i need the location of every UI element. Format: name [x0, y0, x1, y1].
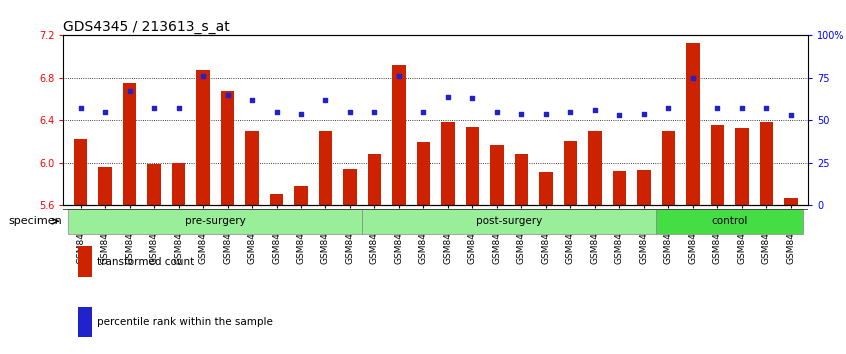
Point — [221, 92, 234, 98]
Point — [172, 105, 185, 111]
Point — [784, 113, 798, 118]
Text: transformed count: transformed count — [97, 257, 195, 267]
Point — [711, 105, 724, 111]
Bar — [270, 194, 283, 205]
Bar — [637, 170, 651, 205]
Point — [368, 109, 382, 115]
Bar — [442, 122, 454, 205]
Bar — [69, 209, 362, 234]
Text: pre-surgery: pre-surgery — [185, 216, 245, 226]
Point — [563, 109, 577, 115]
Bar — [588, 131, 602, 205]
Bar — [686, 43, 700, 205]
Bar — [784, 198, 798, 205]
Point — [760, 105, 773, 111]
Point — [637, 111, 651, 116]
Point — [74, 105, 87, 111]
Text: control: control — [711, 216, 748, 226]
Bar — [539, 172, 552, 205]
Point — [686, 75, 700, 81]
Bar — [343, 169, 357, 205]
Bar — [514, 154, 528, 205]
Point — [735, 105, 749, 111]
Bar — [656, 209, 803, 234]
Point — [319, 97, 332, 103]
Bar — [172, 163, 185, 205]
Bar — [79, 246, 91, 277]
Bar — [74, 139, 87, 205]
Bar — [362, 209, 656, 234]
Bar — [490, 145, 503, 205]
Point — [294, 111, 308, 116]
Bar — [79, 307, 91, 337]
Point — [245, 97, 259, 103]
Point — [490, 109, 503, 115]
Point — [417, 109, 431, 115]
Bar — [123, 83, 136, 205]
Bar — [662, 131, 675, 205]
Text: percentile rank within the sample: percentile rank within the sample — [97, 317, 272, 327]
Bar — [417, 142, 430, 205]
Bar — [319, 131, 332, 205]
Point — [441, 94, 454, 99]
Bar — [393, 65, 406, 205]
Bar — [294, 186, 308, 205]
Point — [98, 109, 112, 115]
Bar — [760, 122, 773, 205]
Point — [196, 73, 210, 79]
Point — [393, 73, 406, 79]
Point — [588, 107, 602, 113]
Point — [343, 109, 357, 115]
Point — [613, 113, 626, 118]
Text: GDS4345 / 213613_s_at: GDS4345 / 213613_s_at — [63, 21, 230, 34]
Bar — [613, 171, 626, 205]
Bar — [147, 164, 161, 205]
Bar — [368, 154, 382, 205]
Point — [270, 109, 283, 115]
Point — [539, 111, 552, 116]
Bar — [221, 91, 234, 205]
Bar — [735, 128, 749, 205]
Bar — [465, 127, 479, 205]
Point — [662, 105, 675, 111]
Bar — [711, 125, 724, 205]
Point — [514, 111, 528, 116]
Bar — [98, 167, 112, 205]
Text: post-surgery: post-surgery — [476, 216, 542, 226]
Text: specimen: specimen — [8, 216, 63, 226]
Point — [123, 88, 136, 94]
Bar — [563, 141, 577, 205]
Bar — [245, 131, 259, 205]
Point — [465, 96, 479, 101]
Point — [147, 105, 161, 111]
Bar — [196, 70, 210, 205]
